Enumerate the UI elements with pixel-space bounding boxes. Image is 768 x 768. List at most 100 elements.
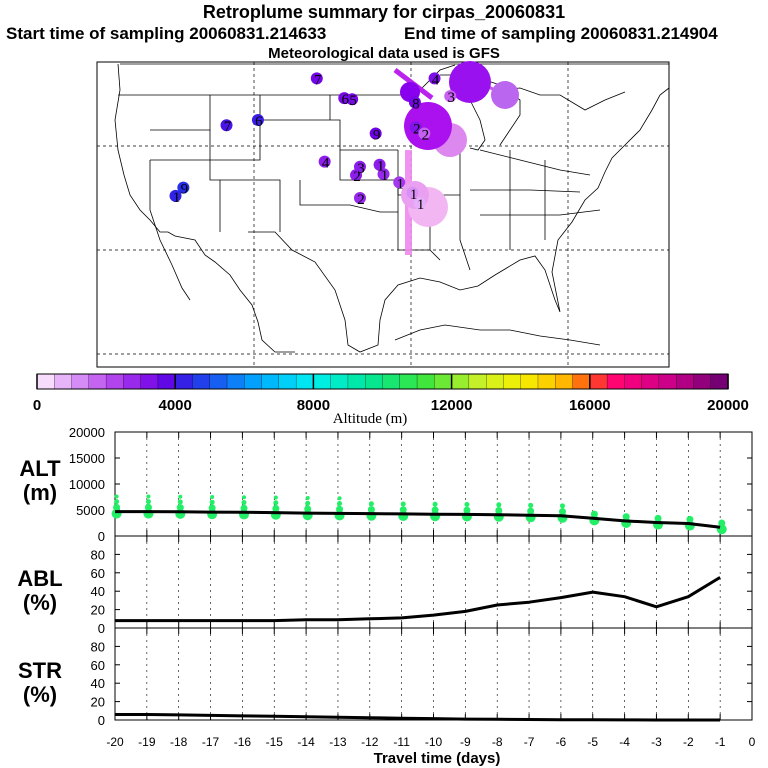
map-blob	[491, 81, 519, 109]
x-tick-label: 0	[749, 735, 756, 749]
panel-unit-alt: (m)	[23, 480, 57, 505]
alt-scatter-point	[622, 513, 630, 521]
map-marker: 9	[369, 127, 382, 144]
map-blob	[449, 61, 491, 103]
map-marker-dot	[338, 92, 351, 105]
colorbar-tick-label: 8000	[297, 397, 330, 414]
map-marker: 4	[428, 72, 441, 88]
colorbar-cell	[555, 373, 574, 390]
x-tick-label: -2	[683, 735, 694, 749]
alt-scatter-point	[304, 505, 312, 513]
alt-scatter-point	[368, 501, 374, 507]
colorbar-cell	[416, 373, 435, 390]
colorbar-cell	[624, 373, 643, 390]
map-marker-dot	[369, 127, 382, 140]
map-marker-label: 4	[432, 72, 440, 88]
x-tick-label: -12	[361, 735, 379, 749]
map-marker-dot	[393, 176, 406, 189]
alt-scatter-point	[528, 502, 534, 508]
x-tick-label: -8	[492, 735, 503, 749]
series-line-alt	[115, 510, 721, 529]
panel-unit-abl: (%)	[23, 590, 57, 615]
alt-scatter-point	[559, 503, 565, 509]
colorbar-cell	[520, 373, 539, 390]
map-marker: 6	[251, 114, 264, 130]
alt-scatter-point	[114, 499, 120, 505]
colorbar-tick-label: 16000	[569, 397, 611, 414]
alt-scatter-point	[463, 506, 471, 514]
map-marker-label: 2	[353, 169, 361, 185]
colorbar-cell	[537, 373, 556, 390]
alt-scatter-point	[686, 515, 694, 523]
map-marker: 2	[353, 192, 366, 208]
map-marker: 6	[338, 92, 351, 108]
colorbar-cell	[641, 373, 660, 390]
y-tick-label: 40	[91, 584, 105, 599]
map-marker-label: 5	[349, 93, 357, 109]
map-marker-label: 8	[412, 96, 420, 112]
alt-scatter-point	[273, 495, 278, 500]
alt-scatter-point	[432, 501, 438, 507]
map-marker-label: 1	[173, 190, 181, 206]
x-tick-label: -7	[524, 735, 535, 749]
map-marker-dot	[318, 155, 331, 168]
y-tick-label: 0	[98, 529, 105, 544]
x-tick-label: -16	[234, 735, 252, 749]
alt-scatter-point	[305, 500, 311, 506]
map-marker-label: 6	[255, 114, 263, 130]
y-tick-label: 10000	[69, 477, 105, 492]
alt-scatter-point	[210, 495, 215, 499]
alt-scatter-point	[240, 504, 248, 512]
alt-scatter-point	[241, 495, 246, 500]
panel-label-abl: ABL	[17, 566, 62, 591]
y-tick-label: 40	[91, 676, 105, 691]
x-tick-label: -6	[556, 735, 567, 749]
alt-scatter-point	[113, 503, 121, 511]
y-tick-label: 60	[91, 658, 105, 673]
colorbar-cell	[589, 373, 608, 390]
colorbar-cell	[676, 373, 695, 390]
alt-scatter-point	[178, 494, 183, 499]
alt-scatter-point	[144, 503, 152, 511]
colorbar-cell	[295, 373, 315, 390]
colorbar-cell	[88, 373, 107, 390]
chart-title: Retroplume summary for cirpas_20060831	[202, 2, 566, 22]
map-marker-dot	[409, 121, 422, 134]
x-tick-label: -18	[170, 735, 188, 749]
map-marker-dot	[310, 72, 323, 85]
alt-scatter-point	[399, 506, 407, 514]
map-marker-dot	[169, 189, 182, 202]
alt-scatter-point	[367, 505, 375, 513]
map-marker-dot	[428, 72, 441, 85]
map-marker-dot	[408, 96, 421, 109]
map-marker-label: 1	[410, 187, 418, 203]
alt-scatter-point	[654, 514, 662, 522]
alt-scatter-point	[145, 499, 151, 505]
map-marker: 3	[444, 90, 457, 106]
map-marker-label: 1	[381, 168, 389, 184]
map-marker-label: 9	[181, 182, 189, 198]
y-tick-label: 80	[91, 547, 105, 562]
map-marker: 1	[406, 186, 419, 203]
time-series-panels: 05000100001500020000ALT(m)020406080ABL(%…	[17, 425, 753, 728]
map-marker: 1	[413, 197, 426, 213]
map-marker-dot	[353, 160, 366, 173]
x-tick-label: -14	[297, 735, 315, 749]
colorbar-cell	[658, 373, 677, 390]
panel-str: 0 20 40 60 80 STR(%)	[18, 627, 753, 728]
y-tick-label: 15000	[69, 451, 105, 466]
alt-scatter-point	[176, 504, 184, 512]
panel-unit-str: (%)	[23, 682, 57, 707]
colorbar-tick-label: 0	[33, 397, 41, 414]
alt-scatter-point	[337, 501, 343, 506]
alt-scatter-point	[527, 507, 535, 515]
alt-scatter-point	[208, 504, 216, 512]
x-tick-label: -20	[106, 735, 124, 749]
x-tick-label: -5	[587, 735, 598, 749]
colorbar-cell	[261, 373, 280, 390]
alt-scatter-point	[431, 506, 439, 514]
alt-scatter-point	[272, 504, 280, 512]
map-marker: 3	[353, 160, 366, 177]
